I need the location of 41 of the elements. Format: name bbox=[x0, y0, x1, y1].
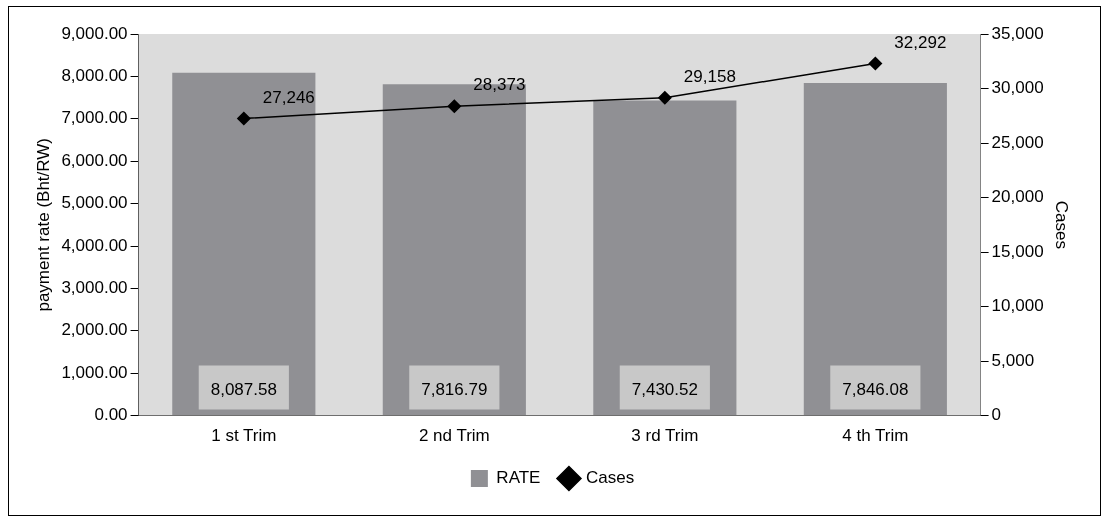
y-tick-label: 3,000.00 bbox=[61, 278, 128, 298]
x-tick-label: 3 rd Trim bbox=[631, 426, 699, 446]
y2-tick-label: 15,000 bbox=[991, 241, 1044, 261]
point bbox=[868, 56, 883, 71]
y2-tick-label: 0 bbox=[991, 405, 1002, 425]
y2-tick-label: 20,000 bbox=[991, 187, 1044, 207]
bar bbox=[172, 72, 316, 416]
y2-tick-label: 5,000 bbox=[991, 350, 1035, 370]
x-tick-label: 1 st Trim bbox=[211, 426, 277, 446]
y-tick-label: 8,000.00 bbox=[61, 66, 128, 86]
data-label: 29,158 bbox=[683, 66, 736, 86]
data-label: 8,087.58 bbox=[210, 380, 277, 400]
bar bbox=[593, 100, 737, 416]
bar bbox=[803, 82, 947, 416]
data-label: 7,846.08 bbox=[842, 380, 909, 400]
legend-label: RATE bbox=[496, 468, 541, 488]
y2-tick-label: 35,000 bbox=[991, 23, 1044, 43]
y-tick-label: 0.00 bbox=[94, 405, 128, 425]
y-tick-label: 2,000.00 bbox=[61, 320, 128, 340]
data-label: 7,816.79 bbox=[421, 380, 488, 400]
data-label: 7,430.52 bbox=[631, 380, 698, 400]
y-tick-label: 6,000.00 bbox=[61, 150, 128, 170]
y2-tick-label: 10,000 bbox=[991, 296, 1044, 316]
point bbox=[658, 90, 672, 105]
y-tick-label: 4,000.00 bbox=[61, 235, 128, 255]
y-tick-label: 7,000.00 bbox=[61, 108, 128, 128]
data-label: 28,373 bbox=[473, 75, 526, 95]
y2-tick-label: 30,000 bbox=[991, 78, 1044, 98]
y2-tick-label: 25,000 bbox=[991, 132, 1044, 152]
data-label: 27,246 bbox=[262, 87, 315, 107]
data-label: 32,292 bbox=[894, 32, 947, 52]
y-tick-label: 9,000.00 bbox=[61, 23, 128, 43]
legend-label: Cases bbox=[585, 468, 635, 488]
y2-axis-title: Cases bbox=[1052, 200, 1072, 249]
y-tick-label: 1,000.00 bbox=[61, 362, 128, 382]
point bbox=[447, 99, 462, 113]
x-tick-label: 4 th Trim bbox=[842, 426, 909, 446]
x-tick-label: 2 nd Trim bbox=[418, 426, 490, 446]
y-tick-label: 5,000.00 bbox=[61, 193, 128, 213]
point bbox=[237, 111, 251, 126]
y-axis-title: payment rate (Bht/RW) bbox=[33, 138, 53, 312]
